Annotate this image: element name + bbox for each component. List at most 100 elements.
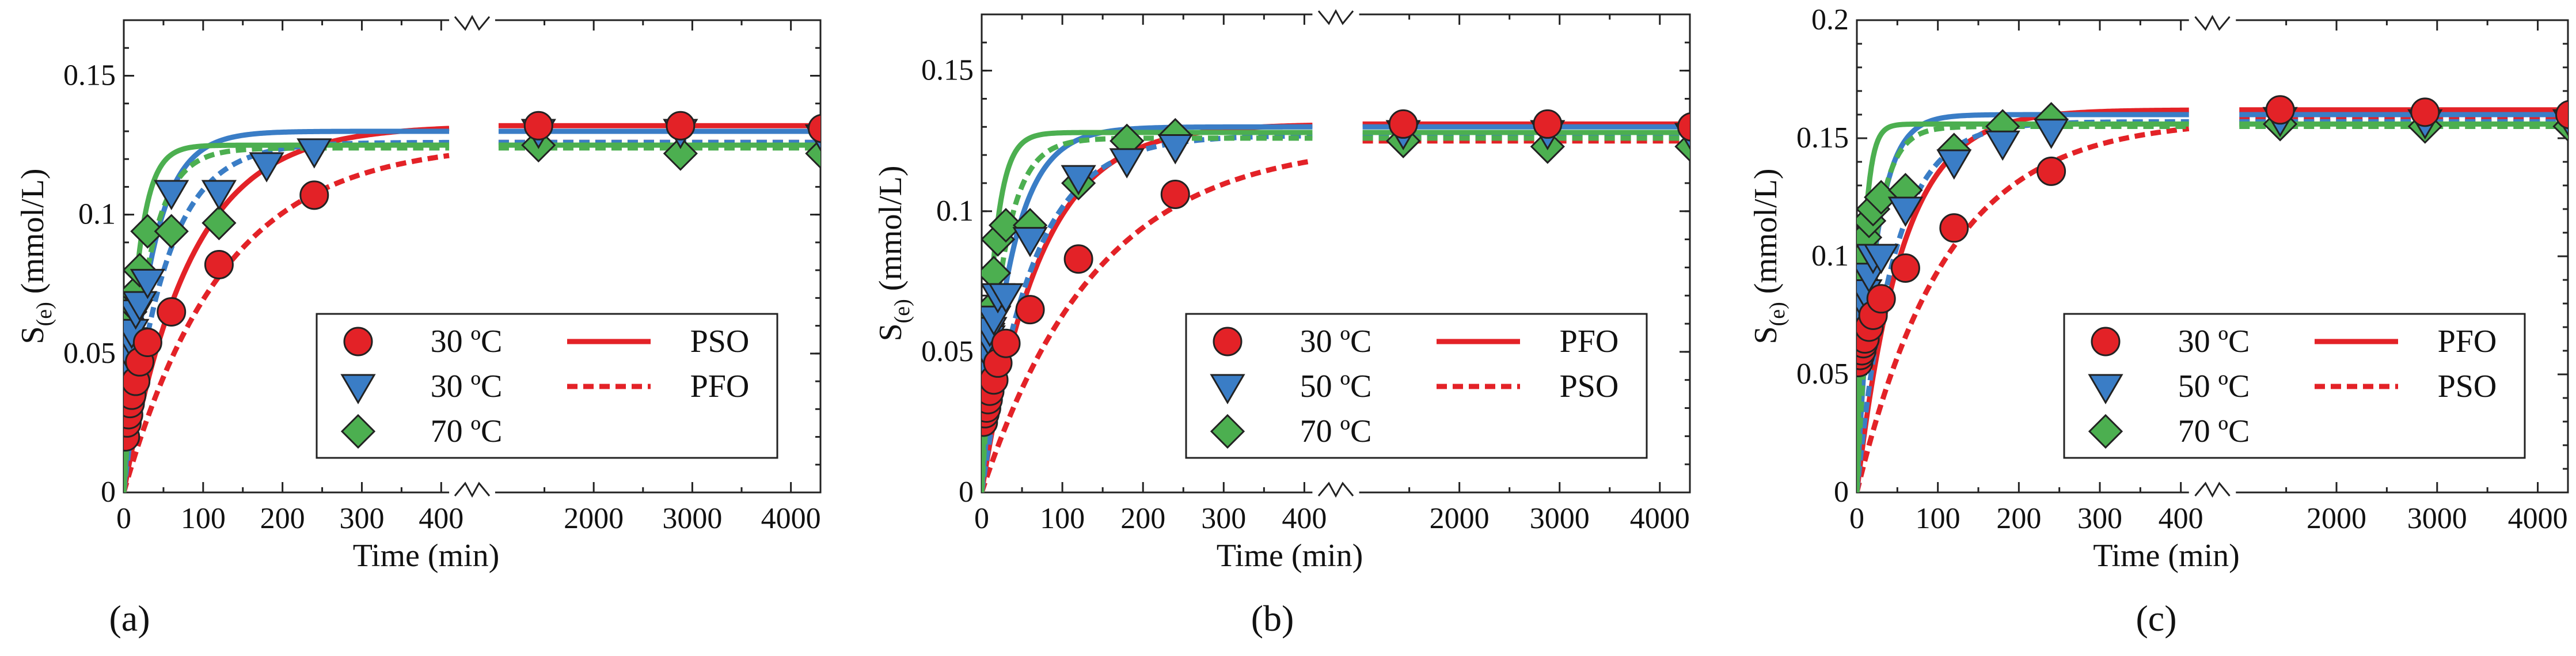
- fit-curve: [124, 128, 450, 492]
- legend: 30 ºC 30 ºC 70 ºC PSO PFO: [316, 313, 778, 459]
- fit-curves: [124, 123, 820, 492]
- data-point: [204, 249, 234, 279]
- data-point: [1160, 179, 1190, 209]
- legend-label: PFO: [1560, 324, 1619, 359]
- fit-curve: [982, 133, 1313, 492]
- data-point: [982, 305, 1012, 336]
- data-point: [1157, 134, 1193, 165]
- legend-box: [1185, 313, 1648, 459]
- y-axis-label-sub: (e): [32, 302, 56, 326]
- data-point: [1012, 227, 1048, 257]
- y-axis-label-main: S: [1748, 326, 1784, 344]
- y-tick-label: 0.1: [1811, 240, 1849, 272]
- data-point: [988, 208, 1024, 243]
- panel-label: (a): [109, 598, 150, 639]
- data-point: [2410, 97, 2440, 127]
- legend: 30 ºC 50 ºC 70 ºC PFO PSO: [2063, 313, 2526, 459]
- x-tick-label: 400: [1282, 502, 1327, 535]
- fit-curve: [982, 130, 1313, 492]
- legend-label: 70 ºC: [2178, 414, 2250, 449]
- x-tick-label: 300: [2077, 502, 2122, 535]
- legend-marker: [1213, 327, 1243, 357]
- data-point: [523, 111, 553, 141]
- x-tick-label: 3000: [1530, 502, 1590, 535]
- legend-label: 70 ºC: [431, 414, 503, 449]
- y-axis-label: S(e) (mmol/L): [873, 165, 914, 341]
- y-axis-label-sub: (e): [1765, 302, 1789, 326]
- legend-label: 30 ºC: [431, 369, 503, 404]
- y-axis-label: S(e) (mmol/L): [15, 168, 56, 344]
- data-point: [249, 152, 284, 183]
- fit-curve: [982, 158, 1313, 492]
- fit-curve: [1857, 107, 2189, 492]
- data-point: [2555, 100, 2568, 130]
- x-tick-label: 200: [1120, 502, 1165, 535]
- x-axis-label: Time (min): [2093, 538, 2240, 574]
- legend-box: [2063, 313, 2526, 459]
- data-point: [130, 268, 165, 299]
- axis-break-mark: [1317, 9, 1354, 25]
- data-point: [2037, 156, 2066, 186]
- y-axis-label-main: S: [15, 326, 51, 344]
- legend-box: [316, 313, 778, 459]
- y-tick-label: 0.05: [1796, 358, 1849, 390]
- chart-panel-3: 0 0.05 0.1 0.15 0.2 0 100 200 300 400 2000 3000 4000…: [1748, 3, 2569, 639]
- y-tick-label: 0.2: [1811, 3, 1849, 36]
- axis-frame-left: [123, 19, 450, 494]
- data-point: [2033, 119, 2069, 149]
- x-tick-label: 0: [974, 502, 989, 535]
- panel-label: (b): [1251, 598, 1294, 639]
- data-point: [1985, 130, 2020, 161]
- y-axis-label: S(e) (mmol/L): [1748, 168, 1789, 344]
- fit-curve: [1857, 124, 2189, 492]
- data-point: [1936, 149, 1972, 180]
- legend-label: 30 ºC: [2178, 324, 2250, 359]
- y-tick-label: 0: [959, 476, 974, 509]
- y-tick-label: 0.05: [921, 335, 974, 368]
- data-point: [991, 328, 1021, 358]
- data-point: [124, 291, 158, 321]
- data-point: [132, 328, 162, 358]
- data-point: [1109, 148, 1145, 179]
- legend-label: PSO: [690, 324, 750, 359]
- chart-panel-1: 0 0.05 0.1 0.15 0 100 200 300 400 2000 3000 4000 Tim…: [15, 14, 822, 639]
- x-tick-label: 100: [1040, 502, 1085, 535]
- y-axis-label-unit: (mmol/L): [1748, 168, 1784, 302]
- legend: 30 ºC 50 ºC 70 ºC PFO PSO: [1185, 313, 1648, 459]
- data-markers: [124, 111, 820, 452]
- y-tick-label: 0.15: [921, 54, 974, 87]
- axis-break-mark: [454, 481, 491, 498]
- x-tick-label: 2000: [1430, 502, 1490, 535]
- x-tick-label: 2000: [564, 502, 624, 535]
- legend-label: PSO: [2438, 369, 2497, 404]
- data-point: [1863, 244, 1899, 274]
- data-point: [299, 180, 329, 210]
- data-markers: [1857, 95, 2568, 377]
- data-point: [201, 180, 237, 211]
- axis-frame-left: [981, 13, 1313, 494]
- fit-curve: [124, 142, 450, 492]
- data-point: [1063, 244, 1093, 274]
- x-tick-label: 400: [419, 502, 463, 535]
- x-tick-label: 200: [1996, 502, 2041, 535]
- x-tick-label: 100: [181, 502, 226, 535]
- fit-curves: [1857, 107, 2568, 492]
- axis-break-mark: [2194, 14, 2231, 31]
- x-tick-label: 0: [116, 502, 131, 535]
- legend-label: PSO: [1560, 369, 1619, 404]
- axis-break-mark: [2194, 481, 2231, 498]
- legend-marker: [2091, 327, 2121, 357]
- fit-curve: [1857, 126, 2190, 492]
- data-point: [988, 283, 1024, 314]
- axis-frame-right: [1359, 13, 1691, 494]
- data-point: [154, 180, 189, 211]
- x-axis-label: Time (min): [353, 538, 500, 574]
- data-point: [1533, 109, 1563, 139]
- axis-break-mark: [454, 14, 491, 31]
- data-point: [1939, 213, 1969, 243]
- y-axis-label-sub: (e): [890, 299, 914, 323]
- axis-frame-right: [495, 19, 822, 494]
- data-point: [663, 136, 698, 171]
- x-tick-label: 3000: [2407, 502, 2467, 535]
- x-tick-label: 200: [260, 502, 305, 535]
